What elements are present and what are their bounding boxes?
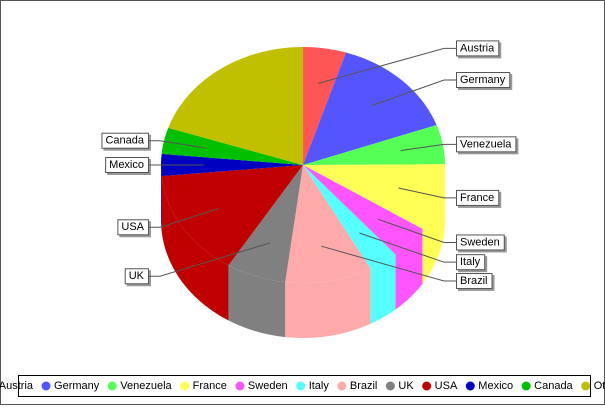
leader-line xyxy=(148,242,271,277)
legend-item: Austria xyxy=(0,380,34,392)
legend-label: Germany xyxy=(54,380,100,392)
slice xyxy=(303,52,437,165)
slice-side xyxy=(228,265,286,338)
slice xyxy=(303,164,445,229)
slice-label: Italy xyxy=(460,256,481,268)
slice xyxy=(161,165,303,266)
legend-swatch xyxy=(422,381,432,391)
legend-item: Germany xyxy=(41,380,100,392)
slice-label-group: USA xyxy=(117,208,219,236)
slice-label-group: Mexico xyxy=(105,157,204,173)
legend-item: Venezuela xyxy=(107,380,173,392)
slice-label: USA xyxy=(121,221,144,233)
legend-swatch xyxy=(235,381,245,391)
slice-label-group: UK xyxy=(124,242,271,285)
leader-line xyxy=(377,218,456,243)
label-box xyxy=(456,40,500,57)
legend-label: Italy xyxy=(309,380,330,392)
slice xyxy=(303,125,445,165)
label-box xyxy=(456,72,511,89)
legend-item: Brazil xyxy=(337,380,377,392)
slice-labels: Austria Germany Venezuela France Sweden Italy… xyxy=(101,40,517,289)
slice-label: Brazil xyxy=(460,275,488,287)
legend-label: Other xyxy=(594,380,605,392)
slice-label: Canada xyxy=(105,135,144,147)
label-box xyxy=(456,189,500,206)
slice-side xyxy=(161,165,162,232)
legend: Austria Germany Venezuela France Sweden Italy… xyxy=(0,380,605,392)
legend-label: Mexico xyxy=(478,380,513,392)
legend-label: France xyxy=(193,380,227,392)
legend-swatch xyxy=(465,381,475,391)
slice-label: UK xyxy=(129,270,145,282)
slice-label-group: Brazil xyxy=(321,245,493,289)
legend-label: USA xyxy=(435,380,458,392)
slice xyxy=(168,47,303,165)
leader-line xyxy=(359,232,456,263)
legend-label: Canada xyxy=(534,380,573,392)
legend-item: France xyxy=(180,380,227,392)
label-box xyxy=(456,136,517,153)
slice-side xyxy=(422,165,445,284)
leader-line xyxy=(148,140,206,149)
slice xyxy=(303,165,423,255)
legend-item: Canada xyxy=(521,380,574,392)
slice-side xyxy=(161,176,229,321)
pie xyxy=(161,47,445,338)
legend-label: Brazil xyxy=(350,380,378,392)
leader-line xyxy=(371,79,456,106)
legend-swatch xyxy=(41,381,51,391)
slice-label: Austria xyxy=(460,42,495,54)
slice-label: Venezuela xyxy=(460,138,512,150)
legend-label: Sweden xyxy=(248,380,288,392)
slice-label-group: Germany xyxy=(371,72,511,106)
leader-line xyxy=(398,187,456,199)
slice xyxy=(285,165,371,283)
legend-label: UK xyxy=(398,380,414,392)
label-box xyxy=(456,234,505,251)
legend-swatch xyxy=(337,381,347,391)
slice xyxy=(303,47,347,165)
slice-label-group: France xyxy=(398,187,500,206)
legend-swatch xyxy=(385,381,395,391)
slice-side xyxy=(285,268,371,338)
slice-label-group: Italy xyxy=(359,232,486,271)
slice-label: Mexico xyxy=(109,159,144,171)
leader-line xyxy=(318,47,456,84)
leader-line xyxy=(321,245,456,282)
slice xyxy=(161,127,303,165)
slice-label: France xyxy=(460,192,494,204)
legend-swatch xyxy=(581,381,591,391)
label-box xyxy=(456,272,493,289)
legend-item: UK xyxy=(385,380,414,392)
slice-side xyxy=(395,228,423,310)
slice-side xyxy=(370,254,396,324)
legend-swatch xyxy=(180,381,190,391)
legend-swatch xyxy=(296,381,306,391)
legend-label: Venezuela xyxy=(120,380,172,392)
legend-swatch xyxy=(107,381,117,391)
slice-label: Sweden xyxy=(460,236,500,248)
slice-label: Germany xyxy=(460,74,506,86)
legend-item: Sweden xyxy=(235,380,288,392)
slice-label-group: Canada xyxy=(101,132,206,149)
slice xyxy=(228,165,303,283)
legend-item: Other xyxy=(581,380,605,392)
legend-item: USA xyxy=(422,380,458,392)
leader-line xyxy=(148,208,219,228)
legend-item: Mexico xyxy=(465,380,513,392)
slice xyxy=(303,165,396,269)
slice xyxy=(161,153,303,177)
legend-label: Austria xyxy=(0,380,34,392)
label-box xyxy=(456,254,486,271)
legend-swatch xyxy=(521,381,531,391)
slice-label-group: Austria xyxy=(318,40,500,84)
slice-label-group: Sweden xyxy=(377,218,505,251)
legend-item: Italy xyxy=(296,380,329,392)
leader-line xyxy=(400,143,456,152)
slice-label-group: Venezuela xyxy=(400,136,517,153)
